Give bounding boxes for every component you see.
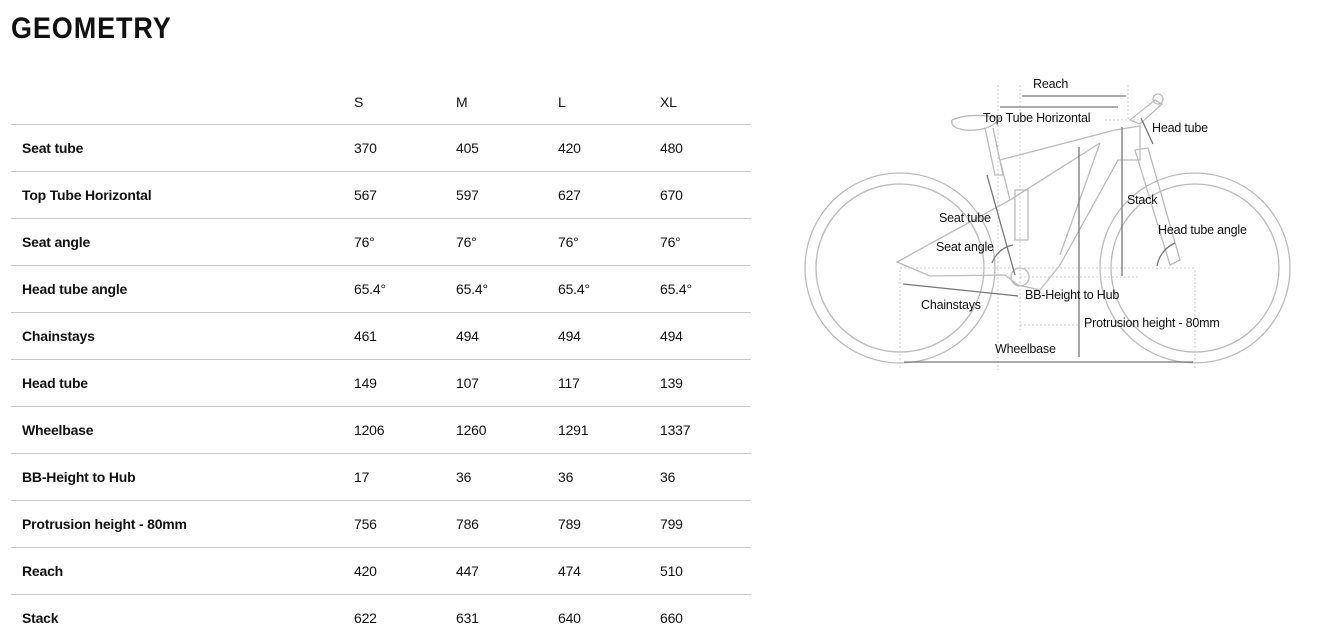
cell-m: 786	[456, 500, 558, 548]
table-row: Head tube angle 65.4° 65.4° 65.4° 65.4°	[11, 265, 751, 313]
page-title: GEOMETRY	[11, 12, 172, 45]
cell-s: 149	[354, 359, 456, 407]
cell-m: 405	[456, 124, 558, 172]
cell-xl: 139	[660, 359, 751, 407]
row-label: BB-Height to Hub	[11, 453, 354, 501]
row-label: Reach	[11, 547, 354, 595]
saddle	[951, 114, 1002, 131]
cell-s: 17	[354, 453, 456, 501]
cell-l: 627	[558, 171, 660, 219]
cell-s: 420	[354, 547, 456, 595]
label-protrusion: Protrusion height - 80mm	[1084, 316, 1220, 330]
cell-m: 65.4°	[456, 265, 558, 313]
seat-angle-arc	[991, 244, 1014, 264]
cell-s: 1206	[354, 406, 456, 454]
seatpost	[984, 127, 1004, 176]
cell-l: 420	[558, 124, 660, 172]
cell-s: 622	[354, 610, 377, 626]
table-header-row: S M L XL	[11, 80, 751, 125]
cell-xl: 36	[660, 453, 751, 501]
label-bb-height: BB-Height to Hub	[1025, 288, 1120, 302]
table-row: Stack 622 631 640 660	[11, 595, 751, 641]
table-row: Seat angle 76° 76° 76° 76°	[11, 218, 751, 266]
cell-xl: 494	[660, 312, 751, 360]
cell-m: 447	[456, 547, 558, 595]
label-head-tube: Head tube	[1152, 121, 1208, 135]
label-chainstays: Chainstays	[921, 298, 981, 312]
row-label: Chainstays	[11, 312, 354, 360]
cell-xl: 660	[660, 610, 683, 626]
cell-s: 567	[354, 171, 456, 219]
header-size-s: S	[354, 80, 456, 125]
chainstays-arrow	[902, 283, 1019, 297]
cell-l: 640	[558, 610, 581, 626]
cell-s: 756	[354, 500, 456, 548]
cell-xl: 799	[660, 500, 751, 548]
shock	[1014, 189, 1029, 241]
cell-l: 36	[558, 453, 660, 501]
geometry-table: S M L XL Seat tube 370 405 420 480 Top Tube H…	[11, 80, 751, 641]
cell-xl: 670	[660, 171, 751, 219]
table-row: Wheelbase 1206 1260 1291 1337	[11, 406, 751, 454]
cell-m: 76°	[456, 218, 558, 266]
table-row: Seat tube 370 405 420 480	[11, 124, 751, 172]
row-label: Top Tube Horizontal	[11, 171, 354, 219]
label-seat-angle: Seat angle	[936, 240, 994, 254]
label-stack: Stack	[1127, 193, 1158, 207]
cell-s: 65.4°	[354, 265, 456, 313]
cell-l: 789	[558, 500, 660, 548]
cell-s: 370	[354, 124, 456, 172]
label-seat-tube: Seat tube	[939, 211, 991, 225]
cell-m: 36	[456, 453, 558, 501]
row-label: Protrusion height - 80mm	[11, 500, 354, 548]
cell-xl: 76°	[660, 218, 751, 266]
stem	[1128, 99, 1164, 125]
header-size-l: L	[558, 80, 660, 125]
header-size-xl: XL	[660, 80, 751, 125]
cell-l: 474	[558, 547, 660, 595]
row-label: Wheelbase	[11, 406, 354, 454]
cell-l: 76°	[558, 218, 660, 266]
header-size-m: M	[456, 80, 558, 125]
row-label: Head tube	[11, 359, 354, 407]
cell-l: 65.4°	[558, 265, 660, 313]
header-blank	[11, 80, 354, 125]
head-tube-angle-arc	[1156, 242, 1176, 267]
cell-m: 631	[456, 610, 479, 626]
table-row: Head tube 149 107 117 139	[11, 359, 751, 407]
table-row: Protrusion height - 80mm 756 786 789 799	[11, 500, 751, 548]
cell-xl: 480	[660, 124, 751, 172]
cell-xl: 1337	[660, 406, 751, 454]
table-row: Top Tube Horizontal 567 597 627 670	[11, 171, 751, 219]
cell-l: 117	[558, 359, 660, 407]
table-row: Reach 420 447 474 510	[11, 547, 751, 595]
label-top-tube: Top Tube Horizontal	[983, 111, 1091, 125]
label-wheelbase: Wheelbase	[995, 342, 1056, 356]
row-label: Seat tube	[11, 124, 354, 172]
row-label: Stack	[22, 610, 59, 626]
cell-m: 597	[456, 171, 558, 219]
cell-xl: 510	[660, 547, 751, 595]
cell-m: 107	[456, 359, 558, 407]
fork	[1134, 147, 1181, 266]
cell-l: 494	[558, 312, 660, 360]
seat-tube-arrow	[986, 174, 1016, 276]
cell-m: 494	[456, 312, 558, 360]
head-tube-arrow	[1140, 117, 1154, 145]
row-label: Head tube angle	[11, 265, 354, 313]
cell-s: 76°	[354, 218, 456, 266]
table-row: BB-Height to Hub 17 36 36 36	[11, 453, 751, 501]
cell-l: 1291	[558, 406, 660, 454]
cell-xl: 65.4°	[660, 265, 751, 313]
table-row: Chainstays 461 494 494 494	[11, 312, 751, 360]
frame	[895, 125, 1141, 291]
cell-s: 461	[354, 312, 456, 360]
label-reach: Reach	[1033, 77, 1069, 91]
cell-m: 1260	[456, 406, 558, 454]
label-head-tube-angle: Head tube angle	[1158, 223, 1247, 237]
row-label: Seat angle	[11, 218, 354, 266]
